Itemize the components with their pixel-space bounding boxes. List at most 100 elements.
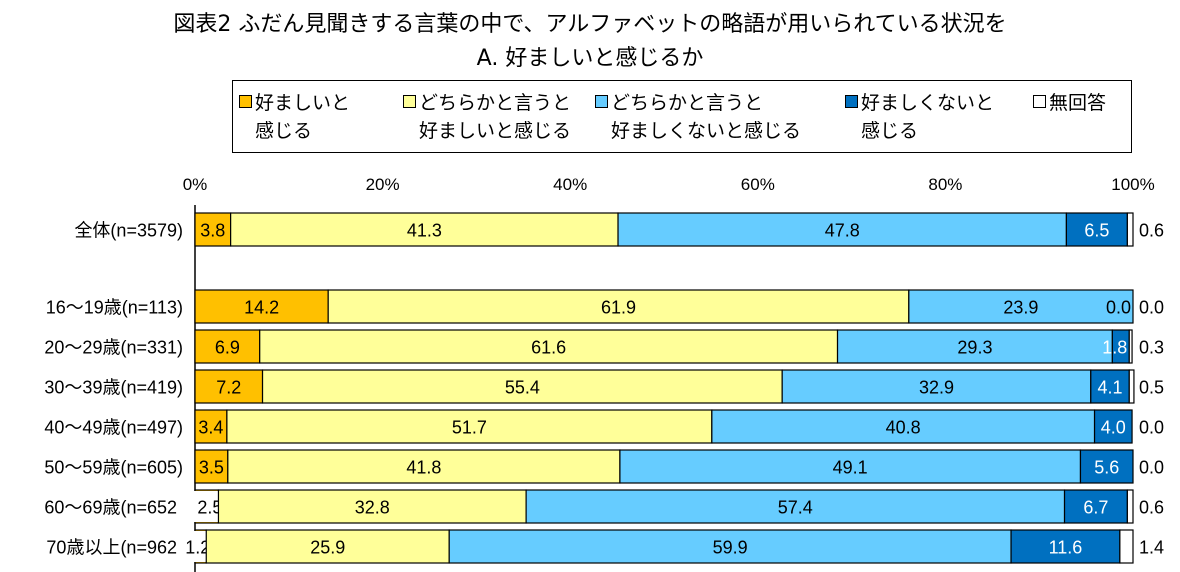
legend-item: 好ましいと 感じる xyxy=(239,89,350,145)
data-label: 1.2 xyxy=(185,538,210,558)
legend-swatch xyxy=(239,95,252,108)
data-label: 7.2 xyxy=(216,378,241,398)
legend-label: どちらかと言うと xyxy=(419,92,572,114)
bar-segment xyxy=(1128,329,1133,364)
bar-segment xyxy=(261,369,783,404)
x-tick-label: 80% xyxy=(928,175,962,194)
category-label: 70歳以上(n=962) xyxy=(46,538,183,558)
data-label: 0.0 xyxy=(1139,458,1164,478)
data-label: 57.4 xyxy=(778,498,813,518)
bar-segment xyxy=(448,529,1012,564)
legend-item: どちらかと言うと 好ましいと感じる xyxy=(403,89,571,145)
bar-segment xyxy=(1093,409,1133,444)
data-label: 32.8 xyxy=(355,498,390,518)
bar-segment xyxy=(1079,449,1134,484)
data-label: 4.1 xyxy=(1098,378,1123,398)
data-label: 55.4 xyxy=(505,378,540,398)
data-label: 51.7 xyxy=(452,418,487,438)
bar-segment xyxy=(194,329,261,364)
legend-label: 感じる xyxy=(255,120,313,142)
bar-segment xyxy=(781,369,1092,404)
bar-segment xyxy=(194,212,232,247)
data-label: 6.7 xyxy=(1083,498,1108,518)
data-label-bg xyxy=(177,491,225,522)
category-label: 40～49歳(n=497) xyxy=(44,418,183,438)
data-label: 25.9 xyxy=(310,538,345,558)
data-label: 0.3 xyxy=(1139,338,1164,358)
data-label: 61.9 xyxy=(601,298,636,318)
data-label: 6.9 xyxy=(215,338,240,358)
chart-title-line1: 図表2 ふだん見聞きする言葉の中で、アルファベットの略語が用いられている状況を xyxy=(173,12,1007,37)
data-label: 61.6 xyxy=(531,338,566,358)
bar-segment xyxy=(1090,369,1130,404)
bar-segment xyxy=(194,409,228,444)
legend: 好ましいと 感じる どちらかと言うと 好ましいと感じる どちらかと言うと 好ましくないと感… xyxy=(232,80,1132,153)
legend-item: どちらかと言うと好ましくないと感じる xyxy=(595,89,801,145)
bar-segment xyxy=(908,289,1134,324)
data-label: 3.4 xyxy=(198,418,223,438)
x-tick-label: 0% xyxy=(183,175,208,194)
bar-segment xyxy=(1126,212,1134,247)
data-label: 1.4 xyxy=(1139,538,1164,558)
category-label: 全体(n=3579) xyxy=(74,221,183,241)
bar-segment xyxy=(1119,529,1134,564)
data-label: 2.5 xyxy=(197,498,222,518)
legend-label: 無回答 xyxy=(1049,92,1107,114)
data-label: 3.8 xyxy=(200,221,225,241)
legend-item: 好ましくないと 感じる xyxy=(845,89,994,145)
category-label: 50～59歳(n=605) xyxy=(44,458,183,478)
legend-label: 好ましいと感じる xyxy=(419,120,572,142)
data-label: 41.8 xyxy=(406,458,441,478)
bar-segment xyxy=(711,409,1096,444)
bar-segment xyxy=(194,449,229,484)
legend-swatch xyxy=(1033,95,1046,108)
data-label: 5.6 xyxy=(1094,458,1119,478)
x-tick-label: 100% xyxy=(1111,175,1154,194)
data-label: 49.1 xyxy=(833,458,868,478)
legend-label: 好ましくないと感じる xyxy=(611,120,802,142)
x-tick-label: 40% xyxy=(553,175,587,194)
category-label: 16～19歳(n=113) xyxy=(46,298,183,318)
bar-segment xyxy=(1010,529,1121,564)
data-label: 11.6 xyxy=(1049,538,1083,558)
data-label: 14.2 xyxy=(244,298,279,318)
bar-segment xyxy=(1126,489,1134,524)
bar-segment xyxy=(226,409,713,444)
data-label: 0.6 xyxy=(1139,498,1164,518)
category-label: 20～29歳(n=331) xyxy=(44,338,183,358)
legend-item: 無回答 xyxy=(1033,89,1106,145)
legend-swatch xyxy=(595,95,608,108)
category-label: 60～69歳(n=652) xyxy=(44,498,183,518)
legend-label: どちらかと言うと xyxy=(611,92,764,114)
x-tick-label: 20% xyxy=(366,175,400,194)
data-label: 59.9 xyxy=(713,538,748,558)
data-label: 23.9 xyxy=(1003,298,1038,318)
bar-segment xyxy=(525,489,1066,524)
legend-swatch xyxy=(845,95,858,108)
bar-segment xyxy=(1065,212,1128,247)
data-label: 1.8 xyxy=(1102,338,1127,358)
bar-segment xyxy=(327,289,910,324)
category-label: 30～39歳(n=419) xyxy=(44,378,183,398)
data-label: 4.0 xyxy=(1101,418,1126,438)
bar-segment xyxy=(205,529,450,564)
bar-segment xyxy=(194,289,329,324)
data-label: 0.0 xyxy=(1139,418,1164,438)
data-label: 0.6 xyxy=(1139,221,1164,241)
data-label: 0.0 xyxy=(1139,298,1164,318)
data-label: 29.3 xyxy=(957,338,992,358)
bar-segment xyxy=(230,212,619,247)
legend-swatch xyxy=(403,95,416,108)
bar-segment xyxy=(259,329,839,364)
data-label: 47.8 xyxy=(825,221,860,241)
legend-label: 感じる xyxy=(861,120,919,142)
data-label: 32.9 xyxy=(919,378,954,398)
bar-segment xyxy=(227,449,621,484)
data-label: 6.5 xyxy=(1084,221,1109,241)
bar-segment xyxy=(1128,369,1135,404)
legend-label: 好ましくないと xyxy=(861,92,995,114)
bar-segment xyxy=(194,369,264,404)
data-label: 3.5 xyxy=(199,458,224,478)
data-label: 0.0 xyxy=(1106,298,1131,318)
